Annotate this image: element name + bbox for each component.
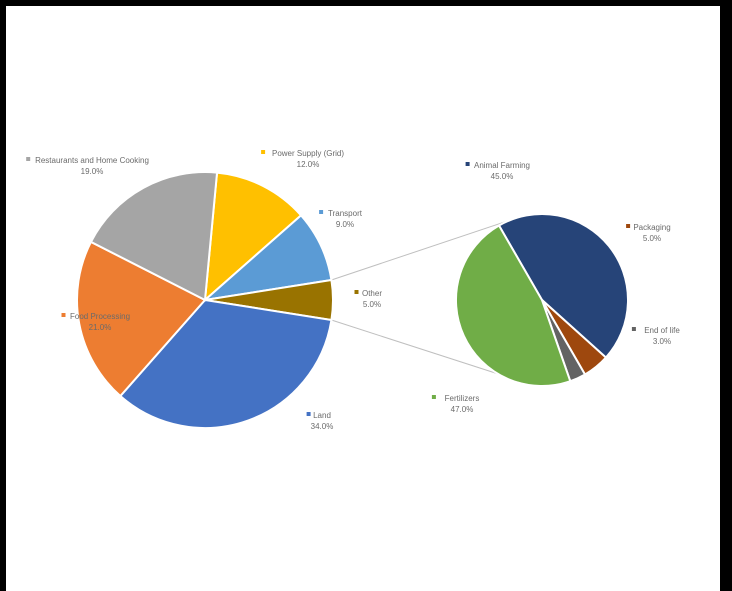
- secondary-slice-fertilizers: [455, 224, 572, 387]
- percent-label: 19.0%: [81, 167, 104, 176]
- percent-label: 34.0%: [311, 422, 334, 431]
- legend-key-swatch: [306, 412, 311, 416]
- percent-label: 45.0%: [491, 172, 514, 181]
- category-label: Land: [313, 411, 331, 420]
- percent-label: 5.0%: [643, 234, 661, 243]
- secondary-label-fertilizers: Fertilizers 47.0%: [431, 394, 480, 414]
- category-label: Animal Farming: [474, 161, 530, 170]
- secondary-slice-animal-farming: [497, 212, 629, 359]
- legend-key-swatch: [319, 210, 324, 214]
- main-label-other: Other 5.0%: [354, 289, 382, 309]
- secondary-label-packaging: Packaging 5.0%: [626, 223, 671, 243]
- secondary-label-end-of-life: End of life 3.0%: [631, 326, 680, 346]
- percent-label: 47.0%: [451, 405, 474, 414]
- connector-line-top: [331, 216, 520, 281]
- main-slice-power-supply-grid: [203, 171, 303, 303]
- secondary-label-animal-farming: Animal Farming 45.0%: [465, 161, 530, 181]
- percent-label: 21.0%: [89, 323, 112, 332]
- data-labels: Power Supply (Grid) 12.0% Transport 9.0% Oth…: [26, 149, 680, 431]
- main-label-land: Land 34.0%: [306, 411, 334, 431]
- legend-key-swatch: [465, 162, 470, 166]
- category-label: Food Processing: [70, 312, 130, 321]
- legend-key-swatch: [631, 327, 636, 331]
- main-label-power-supply-grid: Power Supply (Grid) 12.0%: [261, 149, 344, 169]
- legend-key-swatch: [261, 150, 266, 154]
- category-label: End of life: [644, 326, 680, 335]
- legend-key-swatch: [626, 224, 631, 228]
- main-slice-land: [118, 298, 333, 429]
- percent-label: 12.0%: [297, 160, 320, 169]
- secondary-pie: [455, 212, 629, 387]
- percent-label: 5.0%: [363, 300, 381, 309]
- main-label-restaurants-and-home-cooking: Restaurants and Home Cooking 19.0%: [26, 156, 149, 176]
- category-label: Other: [362, 289, 382, 298]
- main-slice-restaurants-and-home-cooking: [89, 171, 219, 302]
- category-label: Restaurants and Home Cooking: [35, 156, 149, 165]
- category-label: Fertilizers: [445, 394, 480, 403]
- top-border-segment: [0, 0, 160, 6]
- main-label-food-processing: Food Processing 21.0%: [61, 312, 130, 332]
- main-label-transport: Transport 9.0%: [319, 209, 363, 229]
- legend-key-swatch: [354, 290, 359, 294]
- category-label: Transport: [328, 209, 363, 218]
- category-label: Packaging: [633, 223, 670, 232]
- legend-key-swatch: [61, 313, 66, 317]
- main-slice-food-processing: [76, 240, 207, 398]
- percent-label: 9.0%: [336, 220, 354, 229]
- legend-key-swatch: [26, 157, 31, 161]
- main-pie: [76, 171, 334, 429]
- percent-label: 3.0%: [653, 337, 671, 346]
- category-label: Power Supply (Grid): [272, 149, 344, 158]
- legend-key-swatch: [431, 395, 436, 399]
